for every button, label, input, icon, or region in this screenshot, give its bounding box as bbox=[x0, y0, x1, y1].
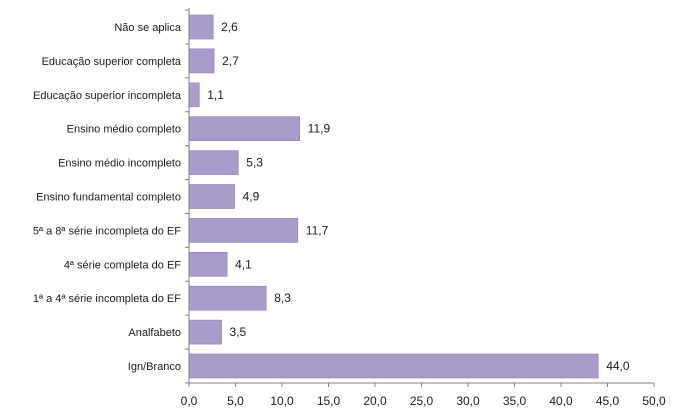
bar-nao-se-aplica bbox=[188, 14, 214, 40]
value-label-analfabeto: 3,5 bbox=[230, 325, 247, 339]
x-tick-label: 10,0 bbox=[270, 394, 294, 408]
category-label-educacao-superior-incompleta: Educação superior incompleta bbox=[33, 90, 182, 102]
bar-ensino-fundamental-completo bbox=[188, 184, 235, 209]
bar-4-serie-completa-do-ef bbox=[188, 252, 228, 277]
value-label-5-a-8-serie-incompleta-do-ef: 11,7 bbox=[306, 223, 329, 237]
value-label-ign-branco: 44,0 bbox=[606, 359, 630, 373]
value-label-nao-se-aplica: 2,6 bbox=[221, 20, 238, 34]
category-label-ensino-fundamental-completo: Ensino fundamental completo bbox=[36, 192, 181, 204]
bar-1-a-4-serie-incompleta-do-ef bbox=[188, 285, 267, 311]
category-label-ign-branco: Ign/Branco bbox=[128, 361, 181, 373]
x-tick-label: 25,0 bbox=[410, 394, 434, 408]
value-label-educacao-superior-incompleta: 1,1 bbox=[207, 88, 224, 102]
value-label-educacao-superior-completa: 2,7 bbox=[222, 54, 239, 68]
x-tick-label: 30,0 bbox=[456, 394, 480, 408]
bar-ensino-medio-incompleto bbox=[188, 150, 239, 175]
value-label-ensino-medio-incompleto: 5,3 bbox=[246, 156, 263, 170]
x-tick-label: 40,0 bbox=[549, 394, 573, 408]
category-label-analfabeto: Analfabeto bbox=[128, 327, 181, 339]
value-label-ensino-fundamental-completo: 4,9 bbox=[243, 190, 260, 204]
x-tick-label: 50,0 bbox=[642, 394, 666, 408]
value-labels: 2,6 2,7 1,1 11,9 5,3 4,9 11,7 4,1 8,3 3,5 44,0 bbox=[207, 20, 630, 373]
bar-ensino-medio-completo bbox=[188, 116, 300, 141]
x-tick-label: 45,0 bbox=[596, 394, 620, 408]
category-label-ensino-medio-incompleto: Ensino médio incompleto bbox=[58, 158, 181, 170]
bars-group bbox=[188, 14, 599, 379]
bar-ign-branco bbox=[188, 353, 599, 379]
x-tick-label: 35,0 bbox=[503, 394, 527, 408]
category-label-1-a-4-serie-incompleta-do-ef: 1ª a 4ª série incompleta do EF bbox=[33, 293, 181, 305]
x-tick-label: 15,0 bbox=[317, 394, 341, 408]
bar-educacao-superior-incompleta bbox=[188, 82, 200, 108]
value-label-4-serie-completa-do-ef: 4,1 bbox=[235, 257, 252, 271]
x-tick-label: 5,0 bbox=[227, 394, 244, 408]
bar-analfabeto bbox=[188, 319, 222, 345]
x-tick-label: 20,0 bbox=[363, 394, 387, 408]
x-tick-label: 0,0 bbox=[181, 394, 198, 408]
category-labels: Não se aplica Educação superior completa E… bbox=[33, 22, 182, 373]
x-axis: 0,0 5,0 10,0 15,0 20,0 25,0 30,0 35,0 40,0 45,0 50… bbox=[181, 8, 666, 408]
category-label-nao-se-aplica: Não se aplica bbox=[114, 22, 182, 34]
bar-educacao-superior-completa bbox=[188, 48, 215, 74]
bar-5-a-8-serie-incompleta-do-ef bbox=[188, 218, 299, 243]
category-label-ensino-medio-completo: Ensino médio completo bbox=[67, 124, 181, 136]
category-label-educacao-superior-completa: Educação superior completa bbox=[42, 56, 182, 68]
value-label-ensino-medio-completo: 11,9 bbox=[308, 122, 331, 136]
value-label-1-a-4-serie-incompleta-do-ef: 8,3 bbox=[274, 291, 291, 305]
category-label-4-serie-completa-do-ef: 4ª série completa do EF bbox=[64, 259, 181, 271]
category-label-5-a-8-serie-incompleta-do-ef: 5ª a 8ª série incompleta do EF bbox=[33, 225, 181, 237]
